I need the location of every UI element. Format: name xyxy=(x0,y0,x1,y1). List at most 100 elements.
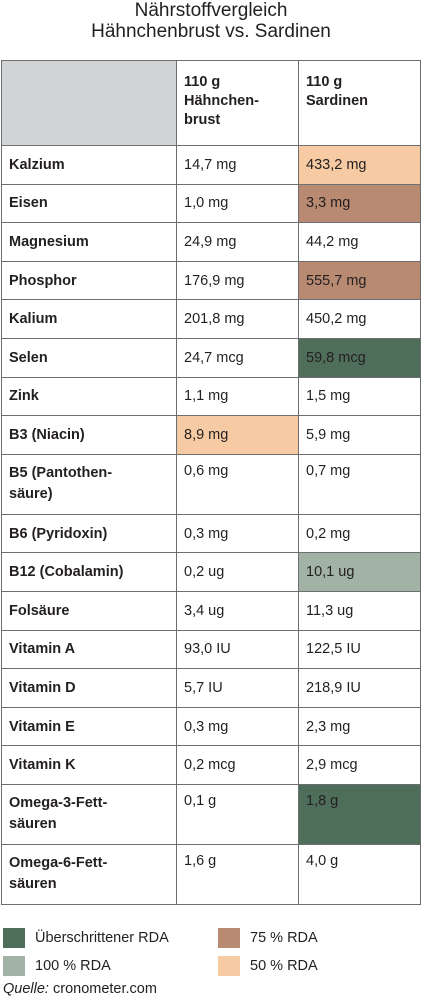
sardine-value: 3,3 mg xyxy=(298,183,421,224)
legend-item-rda75: 75 % RDA xyxy=(218,928,318,948)
chart-title: Nährstoffvergleich Hähnchenbrust vs. Sar… xyxy=(0,0,422,42)
chicken-value: 1,6 g xyxy=(176,843,299,905)
chicken-value: 93,0 IU xyxy=(176,629,299,670)
chicken-value: 0,2 ug xyxy=(176,552,299,592)
table-body: Kalzium 14,7 mg 433,2 mg Eisen 1,0 mg 3,3 mg M… xyxy=(1,145,421,905)
nutrient-name-line: Omega-3-Fett- xyxy=(9,794,108,811)
nutrient-name: B12 (Cobalamin) xyxy=(1,552,177,592)
nutrient-name-line: säuren xyxy=(9,875,57,892)
legend-item-rda100: 100 % RDA xyxy=(3,956,111,976)
source-note: Quelle: cronometer.com xyxy=(3,981,157,997)
table-row: Folsäure 3,4 ug 11,3 ug xyxy=(1,590,421,631)
chicken-value: 3,4 ug xyxy=(176,590,299,631)
legend-item-rda50: 50 % RDA xyxy=(218,956,318,976)
table-row: B12 (Cobalamin) 0,2 ug 10,1 ug xyxy=(1,552,421,592)
nutrient-name-line: Omega-6-Fett- xyxy=(9,854,108,871)
chicken-value: 24,7 mcg xyxy=(176,337,299,378)
chicken-value: 201,8 mg xyxy=(176,299,299,339)
table-row: B5 (Pantothen-säure) 0,6 mg 0,7 mg xyxy=(1,453,421,515)
sardine-value: 4,0 g xyxy=(298,843,421,905)
sardine-value: 0,2 mg xyxy=(298,513,421,554)
chicken-value: 0,3 mg xyxy=(176,513,299,554)
header-chicken-line3: brust xyxy=(184,112,221,128)
table-row: Omega-6-Fett-säuren 1,6 g 4,0 g xyxy=(1,843,421,905)
title-line-1: Nährstoffvergleich xyxy=(134,0,288,21)
nutrient-name: Vitamin K xyxy=(1,745,177,785)
header-sardine: 110 g Sardinen xyxy=(298,60,421,146)
chicken-value: 0,6 mg xyxy=(176,453,299,515)
table-row: Phosphor 176,9 mg 555,7 mg xyxy=(1,260,421,301)
legend-label-exceeded: Überschrittener RDA xyxy=(35,930,169,946)
nutrient-name: Vitamin E xyxy=(1,706,177,747)
legend-label-rda50: 50 % RDA xyxy=(250,958,318,974)
chicken-value: 14,7 mg xyxy=(176,145,299,185)
nutrient-name: Kalzium xyxy=(1,145,177,185)
chicken-value: 0,1 g xyxy=(176,783,299,845)
header-chicken-line2: Hähnchen- xyxy=(184,93,259,109)
table-row: Vitamin E 0,3 mg 2,3 mg xyxy=(1,706,421,747)
table-row: Vitamin K 0,2 mcg 2,9 mcg xyxy=(1,745,421,785)
chicken-value: 176,9 mg xyxy=(176,260,299,301)
nutrient-name: Omega-3-Fett-säuren xyxy=(1,783,177,845)
table-row: Magnesium 24,9 mg 44,2 mg xyxy=(1,222,421,262)
source-label: Quelle: xyxy=(3,981,49,997)
nutrient-name: Magnesium xyxy=(1,222,177,262)
sardine-value: 555,7 mg xyxy=(298,260,421,301)
legend-swatch-rda50 xyxy=(218,956,240,976)
sardine-value: 1,8 g xyxy=(298,783,421,845)
sardine-value: 433,2 mg xyxy=(298,145,421,185)
nutrient-table: 110 g Hähnchen- brust 110 g Sardinen Kal… xyxy=(1,60,421,905)
sardine-value: 10,1 ug xyxy=(298,552,421,592)
chicken-value: 5,7 IU xyxy=(176,668,299,708)
table-row: Kalzium 14,7 mg 433,2 mg xyxy=(1,145,421,185)
chicken-value: 8,9 mg xyxy=(176,415,299,455)
nutrient-name: Phosphor xyxy=(1,260,177,301)
table-row: B6 (Pyridoxin) 0,3 mg 0,2 mg xyxy=(1,513,421,554)
nutrient-name: Omega-6-Fett-säuren xyxy=(1,843,177,905)
table-row: Omega-3-Fett-säuren 0,1 g 1,8 g xyxy=(1,783,421,845)
nutrient-name: Vitamin D xyxy=(1,668,177,708)
sardine-value: 59,8 mcg xyxy=(298,337,421,378)
nutrient-name: Folsäure xyxy=(1,590,177,631)
header-sardine-line1: 110 g xyxy=(306,74,343,90)
title-line-2: Hähnchenbrust vs. Sardinen xyxy=(91,21,331,42)
chicken-value: 1,0 mg xyxy=(176,183,299,224)
nutrient-name: Vitamin A xyxy=(1,629,177,670)
source-text: cronometer.com xyxy=(52,981,157,997)
sardine-value: 0,7 mg xyxy=(298,453,421,515)
nutrient-name: B5 (Pantothen-säure) xyxy=(1,453,177,515)
sardine-value: 44,2 mg xyxy=(298,222,421,262)
legend-label-rda100: 100 % RDA xyxy=(35,958,111,974)
chicken-value: 24,9 mg xyxy=(176,222,299,262)
sardine-value: 11,3 ug xyxy=(298,590,421,631)
table-row: Selen 24,7 mcg 59,8 mcg xyxy=(1,337,421,378)
table-row: Kalium 201,8 mg 450,2 mg xyxy=(1,299,421,339)
nutrient-name: Eisen xyxy=(1,183,177,224)
header-row: 110 g Hähnchen- brust 110 g Sardinen xyxy=(1,60,421,146)
legend-swatch-exceeded xyxy=(3,928,25,948)
chicken-value: 0,3 mg xyxy=(176,706,299,747)
legend-label-rda75: 75 % RDA xyxy=(250,930,318,946)
nutrient-name: Zink xyxy=(1,376,177,417)
header-corner xyxy=(1,60,177,146)
legend-item-exceeded: Überschrittener RDA xyxy=(3,928,169,948)
sardine-value: 2,3 mg xyxy=(298,706,421,747)
table-row: Zink 1,1 mg 1,5 mg xyxy=(1,376,421,417)
table-row: Eisen 1,0 mg 3,3 mg xyxy=(1,183,421,224)
nutrient-name: B6 (Pyridoxin) xyxy=(1,513,177,554)
header-sardine-line2: Sardinen xyxy=(306,93,369,109)
chicken-value: 0,2 mcg xyxy=(176,745,299,785)
nutrient-name: Selen xyxy=(1,337,177,378)
nutrient-name-line: säuren xyxy=(9,815,57,832)
sardine-value: 122,5 IU xyxy=(298,629,421,670)
nutrient-name: B3 (Niacin) xyxy=(1,415,177,455)
legend-swatch-rda75 xyxy=(218,928,240,948)
nutrient-name-line: säure) xyxy=(9,485,53,502)
header-chicken-line1: 110 g xyxy=(184,74,221,90)
nutrient-name-line: B5 (Pantothen- xyxy=(9,464,113,481)
sardine-value: 5,9 mg xyxy=(298,415,421,455)
nutrient-name: Kalium xyxy=(1,299,177,339)
chicken-value: 1,1 mg xyxy=(176,376,299,417)
sardine-value: 218,9 IU xyxy=(298,668,421,708)
table-row: Vitamin D 5,7 IU 218,9 IU xyxy=(1,668,421,708)
